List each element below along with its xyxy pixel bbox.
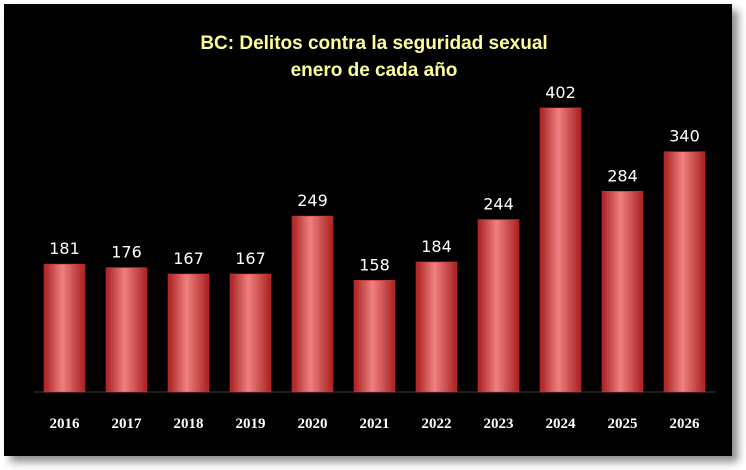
data-label-2026: 340	[669, 127, 700, 146]
bar-2020	[291, 215, 334, 393]
data-label-2025: 284	[607, 166, 638, 185]
bar-2016	[43, 263, 86, 393]
chart-subtitle: enero de cada año	[291, 60, 458, 81]
bar-2024	[539, 107, 582, 393]
x-tick-label-2025: 2025	[608, 416, 638, 432]
bar-2026	[663, 151, 706, 393]
data-label-2017: 176	[111, 243, 142, 262]
x-tick-label-2022: 2022	[422, 416, 452, 432]
chart-area: BC: Delitos contra la seguridad sexual e…	[4, 4, 732, 456]
data-label-2016: 181	[49, 239, 80, 258]
x-tick-label-2026: 2026	[670, 416, 701, 432]
data-label-2021: 158	[359, 255, 390, 274]
bar-2023	[477, 219, 520, 393]
bar-series: 181 2016 176 2017 167 2018 167 2019 249 2020 158 20…	[43, 83, 706, 432]
data-label-2020: 249	[297, 191, 328, 210]
x-tick-label-2019: 2019	[236, 416, 266, 432]
bar-2021	[353, 280, 396, 393]
bar-chart: BC: Delitos contra la seguridad sexual e…	[34, 33, 716, 432]
data-label-2024: 402	[545, 83, 576, 102]
data-label-2019: 167	[235, 249, 266, 268]
x-tick-label-2023: 2023	[484, 416, 514, 432]
x-tick-label-2021: 2021	[360, 416, 390, 432]
bar-2018	[167, 273, 210, 393]
bar-2022	[415, 261, 458, 393]
chart-title: BC: Delitos contra la seguridad sexual	[200, 33, 547, 54]
bar-2019	[229, 273, 272, 393]
x-tick-label-2016: 2016	[50, 416, 81, 432]
x-tick-label-2017: 2017	[112, 416, 143, 432]
data-label-2022: 184	[421, 237, 452, 256]
bar-2025	[601, 191, 644, 393]
data-label-2018: 167	[173, 249, 204, 268]
data-label-2023: 244	[483, 195, 514, 214]
x-tick-label-2020: 2020	[298, 416, 328, 432]
bar-2017	[105, 267, 148, 393]
x-tick-label-2018: 2018	[174, 416, 204, 432]
x-tick-label-2024: 2024	[546, 416, 577, 432]
